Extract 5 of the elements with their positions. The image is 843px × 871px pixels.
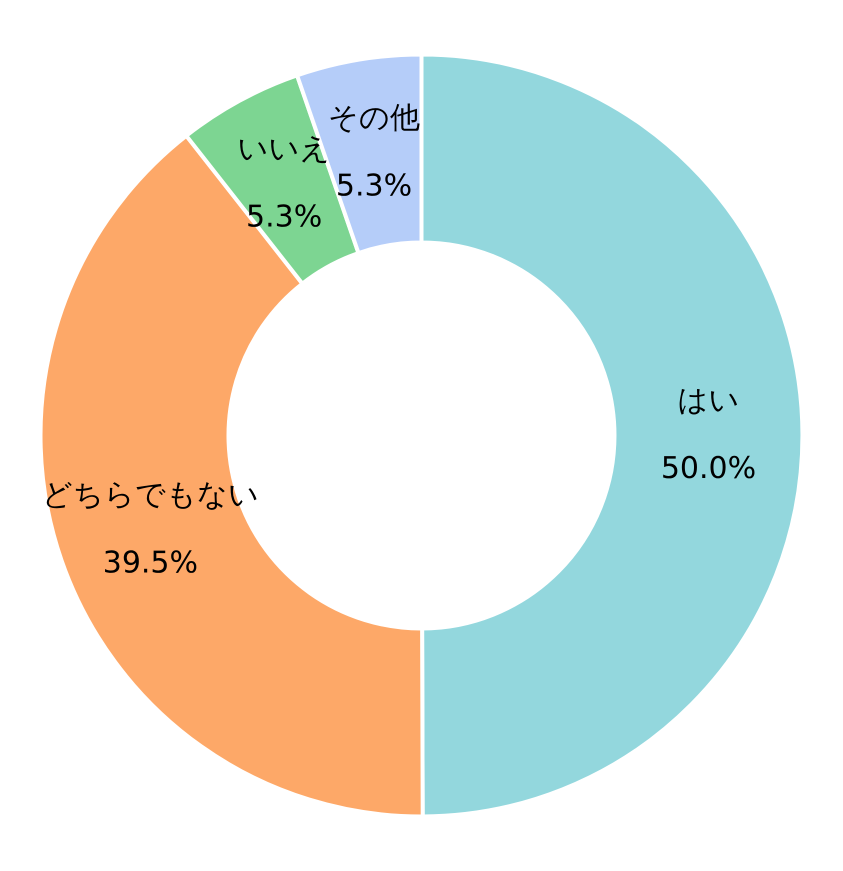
data-label: 5.3% [336, 168, 412, 204]
data-label: 39.5% [102, 546, 198, 581]
slice-label: その他 [328, 100, 420, 136]
slice-label: はい [678, 383, 740, 418]
data-label: 50.0% [660, 451, 756, 486]
